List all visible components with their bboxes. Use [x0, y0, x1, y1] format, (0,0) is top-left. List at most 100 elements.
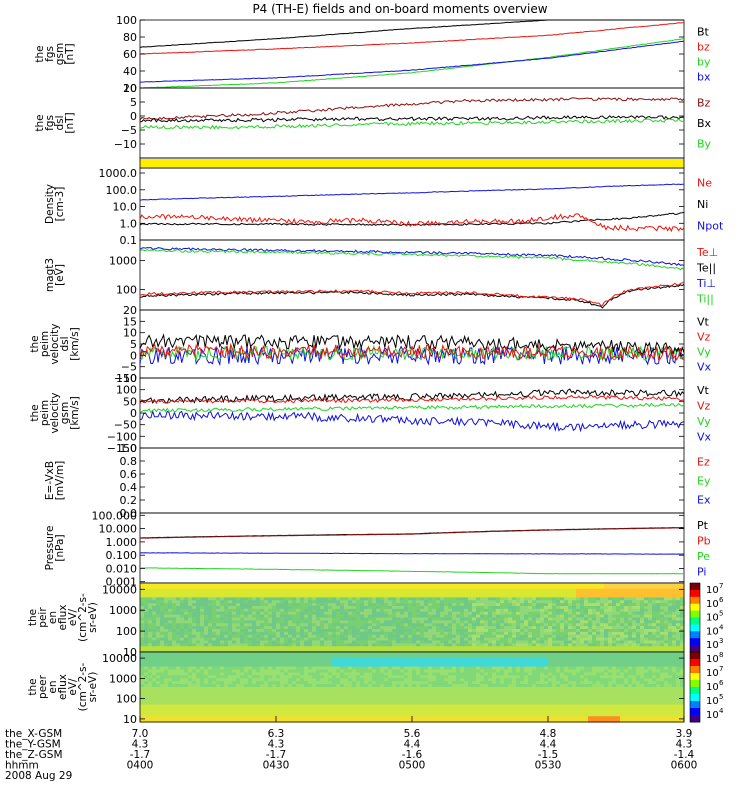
heatmap-cell: [200, 687, 205, 691]
heatmap-cell: [320, 646, 325, 650]
heatmap-cell: [244, 692, 249, 697]
heatmap-cell: [140, 707, 145, 711]
heatmap-cell: [600, 583, 605, 587]
heatmap-cell: [236, 692, 241, 697]
heatmap-cell: [436, 631, 441, 636]
heatmap-cell: [288, 591, 293, 596]
heatmap-cell: [628, 634, 633, 639]
y-tick-label: 0.0: [120, 507, 138, 520]
heatmap-cell: [552, 626, 557, 630]
heatmap-cell: [668, 623, 673, 627]
heatmap-cell: [516, 620, 521, 624]
heatmap-cell: [356, 603, 361, 607]
heatmap-cell: [436, 629, 441, 633]
heatmap-cell: [324, 657, 329, 662]
heatmap-cell: [616, 608, 621, 613]
heatmap-cell: [196, 689, 201, 694]
heatmap-cell: [492, 585, 497, 590]
heatmap-cell: [164, 620, 169, 624]
heatmap-cell: [144, 637, 149, 642]
heatmap-cell: [236, 707, 241, 711]
heatmap-cell: [200, 585, 205, 590]
heatmap-cell: [340, 631, 345, 636]
y-axis-label: fgs: [44, 46, 56, 62]
heatmap-cell: [184, 707, 189, 711]
heatmap-cell: [344, 637, 349, 642]
heatmap-cell: [348, 698, 353, 703]
heatmap-cell: [344, 606, 349, 610]
heatmap-cell: [324, 631, 329, 636]
heatmap-cell: [364, 669, 369, 674]
heatmap-cell: [264, 669, 269, 674]
heatmap-cell: [564, 649, 569, 653]
heatmap-cell: [308, 606, 313, 610]
heatmap-cell: [160, 634, 165, 639]
heatmap-cell: [212, 692, 217, 697]
heatmap-cell: [232, 660, 237, 665]
heatmap-cell: [408, 646, 413, 650]
heatmap-cell: [580, 606, 585, 610]
series-line: [139, 213, 685, 233]
heatmap-cell: [224, 716, 229, 720]
heatmap-cell: [276, 695, 281, 700]
heatmap-cell: [400, 629, 405, 633]
heatmap-cell: [288, 608, 293, 613]
heatmap-cell: [456, 649, 461, 653]
heatmap-cell: [444, 643, 449, 647]
heatmap-cell: [372, 585, 377, 590]
heatmap-cell: [600, 649, 605, 653]
heatmap-cell: [508, 637, 513, 642]
heatmap-cell: [312, 649, 317, 653]
heatmap-cell: [348, 649, 353, 653]
heatmap-cell: [292, 704, 297, 709]
heatmap-cell: [140, 620, 145, 624]
heatmap-cell: [228, 643, 233, 647]
heatmap-cell: [352, 669, 357, 674]
heatmap-cell: [524, 634, 529, 639]
heatmap-cell: [140, 681, 145, 685]
heatmap-cell: [180, 663, 185, 668]
heatmap-cell: [368, 666, 373, 671]
heatmap-cell: [256, 611, 261, 616]
heatmap-cell: [360, 646, 365, 650]
heatmap-cell: [640, 606, 645, 610]
heatmap-cell: [496, 643, 501, 647]
heatmap-cell: [324, 623, 329, 627]
heatmap-cell: [360, 608, 365, 613]
heatmap-cell: [212, 687, 217, 691]
y-axis-label: (cm^2-s-: [77, 593, 89, 642]
heatmap-cell: [340, 597, 345, 601]
heatmap-cell: [196, 707, 201, 711]
heatmap-cell: [572, 608, 577, 613]
heatmap-cell: [256, 681, 261, 685]
heatmap-cell: [372, 719, 377, 723]
heatmap-cell: [316, 716, 321, 720]
heatmap-cell: [308, 611, 313, 616]
heatmap-cell: [216, 663, 221, 668]
heatmap-cell: [540, 640, 545, 644]
heatmap-cell: [500, 583, 505, 587]
heatmap-cell: [472, 603, 477, 607]
heatmap-cell: [392, 594, 397, 598]
heatmap-cell: [280, 591, 285, 596]
heatmap-cell: [160, 649, 165, 653]
heatmap-cell: [504, 597, 509, 601]
heatmap-cell: [680, 611, 685, 616]
heatmap-cell: [228, 672, 233, 676]
heatmap-cell: [324, 681, 329, 685]
heatmap-cell: [304, 617, 309, 621]
heatmap-cell: [216, 719, 221, 723]
heatmap-cell: [388, 637, 393, 642]
heatmap-cell: [256, 634, 261, 639]
heatmap-cell: [248, 640, 253, 644]
heatmap-cell: [648, 600, 653, 604]
heatmap-cell: [328, 698, 333, 703]
heatmap-cell: [408, 606, 413, 610]
heatmap-cell: [276, 594, 281, 598]
heatmap-cell: [312, 585, 317, 590]
heatmap-cell: [648, 634, 653, 639]
heatmap-cell: [164, 660, 169, 665]
heatmap-cell: [216, 614, 221, 619]
heatmap-cell: [180, 603, 185, 607]
heatmap-cell: [264, 597, 269, 601]
